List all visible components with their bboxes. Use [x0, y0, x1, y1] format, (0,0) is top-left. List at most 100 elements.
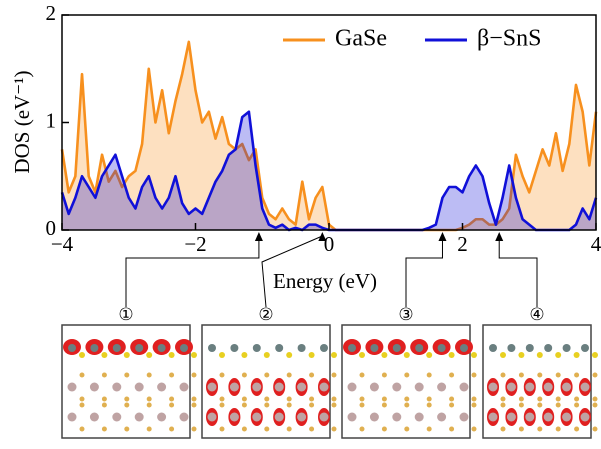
- atom: [507, 383, 516, 392]
- atom: [309, 373, 314, 378]
- atom: [320, 383, 329, 392]
- atom: [102, 427, 107, 432]
- atom: [112, 413, 121, 422]
- atom: [332, 427, 337, 432]
- atom: [180, 383, 189, 392]
- atom: [472, 373, 477, 378]
- atom: [449, 352, 455, 358]
- annotation-label: ①: [118, 305, 133, 324]
- inset-frame: [202, 325, 330, 438]
- atom: [415, 383, 424, 392]
- atom: [426, 352, 432, 358]
- atom: [264, 373, 269, 378]
- atom: [449, 427, 454, 432]
- atom: [537, 397, 542, 402]
- atom: [242, 397, 247, 402]
- atom: [157, 383, 166, 392]
- atom: [68, 413, 77, 422]
- chart: Energy (eV) DOS (eV⁻¹) 012−4−2024GaSeβ−S…: [0, 0, 601, 449]
- atom: [544, 383, 553, 392]
- atom: [192, 403, 197, 408]
- atom: [537, 403, 542, 408]
- atom: [241, 352, 247, 358]
- atom: [592, 352, 598, 358]
- atom: [525, 413, 534, 422]
- atom: [113, 344, 121, 352]
- atom: [574, 397, 579, 402]
- annotation-arrow: [499, 236, 537, 307]
- atom: [102, 373, 107, 378]
- atom: [556, 397, 561, 402]
- atom: [208, 344, 216, 352]
- atom: [297, 413, 306, 422]
- atom: [192, 397, 197, 402]
- atom: [180, 344, 188, 352]
- atom: [158, 344, 166, 352]
- atom: [472, 403, 477, 408]
- atom: [449, 403, 454, 408]
- atom: [574, 427, 579, 432]
- atom: [90, 413, 99, 422]
- x-tick-label: 4: [591, 232, 601, 256]
- atom: [80, 373, 85, 378]
- atom: [593, 397, 598, 402]
- atom: [370, 344, 378, 352]
- atom: [331, 352, 337, 358]
- atom: [169, 373, 174, 378]
- atom: [574, 373, 579, 378]
- atom: [537, 373, 542, 378]
- atom: [489, 383, 498, 392]
- atom: [220, 403, 225, 408]
- atom: [382, 427, 387, 432]
- atom: [537, 352, 543, 358]
- atom: [80, 397, 85, 402]
- atom: [252, 383, 261, 392]
- atom: [501, 397, 506, 402]
- atom: [252, 413, 261, 422]
- atom: [460, 383, 469, 392]
- atom: [135, 413, 144, 422]
- atom: [286, 352, 292, 358]
- atom: [370, 413, 379, 422]
- atom: [519, 427, 524, 432]
- atom: [472, 397, 477, 402]
- atom: [438, 344, 446, 352]
- atom: [562, 383, 571, 392]
- atom: [80, 427, 85, 432]
- atom: [230, 383, 239, 392]
- x-axis-label: Energy (eV): [273, 269, 377, 293]
- atom: [275, 383, 284, 392]
- x-tick-label: −4: [51, 232, 74, 256]
- arrow-head: [255, 232, 263, 241]
- arrow-head: [495, 232, 503, 241]
- atom: [253, 344, 261, 352]
- atom: [192, 427, 197, 432]
- atom: [581, 344, 589, 352]
- atom: [147, 397, 152, 402]
- annotation-arrow: [406, 236, 442, 307]
- atom: [501, 403, 506, 408]
- atom: [230, 413, 239, 422]
- atom: [102, 403, 107, 408]
- atom: [556, 427, 561, 432]
- atom: [169, 403, 174, 408]
- atom: [275, 413, 284, 422]
- atom: [169, 352, 175, 358]
- atom: [519, 397, 524, 402]
- atom: [320, 413, 329, 422]
- atom: [242, 373, 247, 378]
- atom: [309, 427, 314, 432]
- atom: [135, 344, 143, 352]
- atom: [146, 352, 152, 358]
- atom: [309, 352, 315, 358]
- atom: [220, 427, 225, 432]
- atom: [415, 344, 423, 352]
- y-tick-label: 2: [46, 1, 57, 25]
- atom: [220, 397, 225, 402]
- atom: [112, 383, 121, 392]
- arrow-head: [438, 232, 446, 241]
- y-axis-label: DOS (eV⁻¹): [10, 70, 34, 173]
- inset: [202, 325, 337, 438]
- atom: [68, 344, 76, 352]
- atom: [382, 403, 387, 408]
